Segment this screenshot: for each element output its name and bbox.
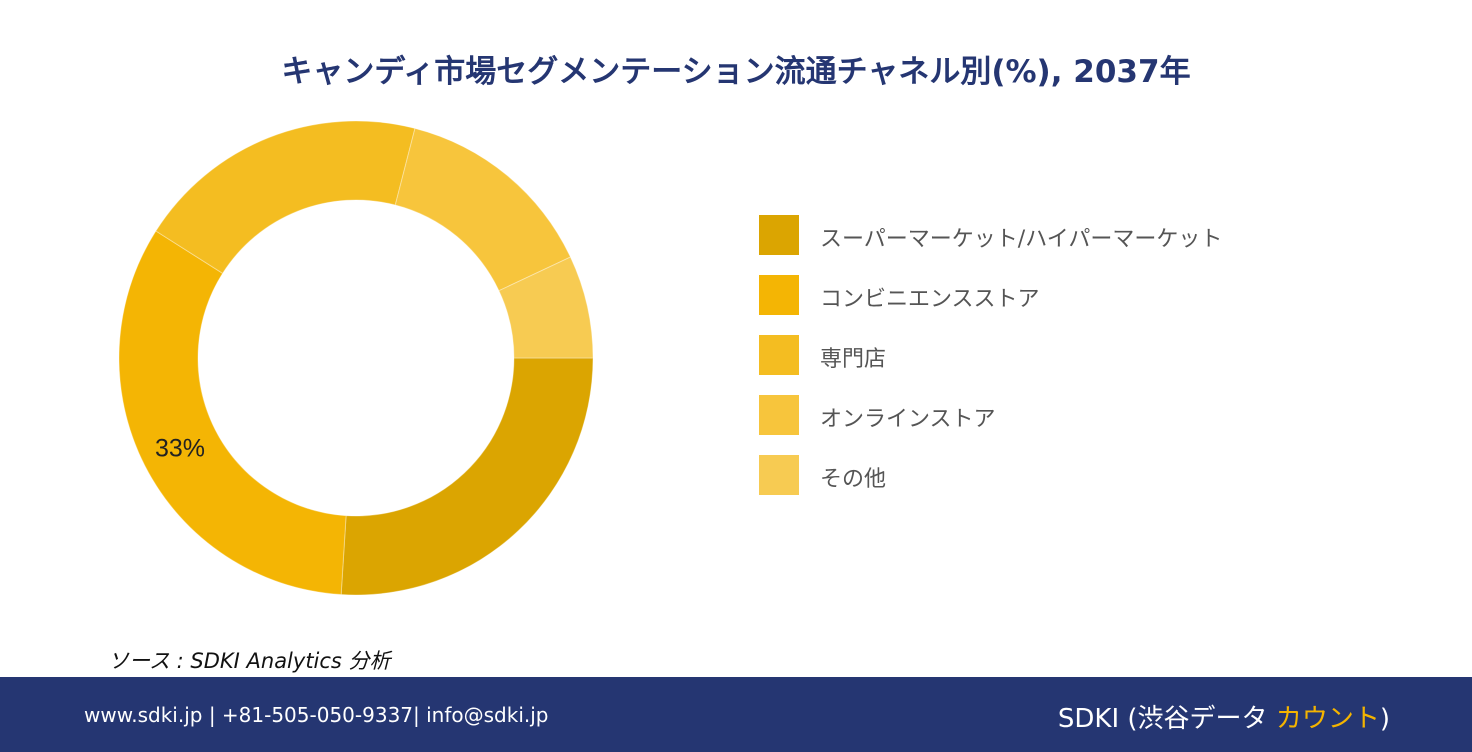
legend-swatch bbox=[759, 335, 799, 375]
legend-label: その他 bbox=[820, 467, 887, 492]
slice-data-label: 33% bbox=[155, 435, 205, 463]
legend-label: スーパーマーケット/ハイパーマーケット bbox=[820, 227, 1223, 252]
slice-other bbox=[498, 256, 594, 359]
slice-convenience bbox=[118, 230, 347, 596]
legend-swatch bbox=[759, 455, 799, 495]
chart-title: キャンディ市場セグメンテーション流通チャネル別(%), 2037年 bbox=[281, 54, 1191, 90]
brand-accent: カウント bbox=[1275, 704, 1380, 734]
slice-specialty bbox=[155, 120, 416, 275]
brand-prefix: SDKI (渋谷データ bbox=[1057, 704, 1276, 734]
legend-swatch bbox=[759, 215, 799, 255]
donut-chart: 33% bbox=[118, 120, 594, 596]
legend-label: オンラインストア bbox=[820, 407, 996, 432]
legend-label: コンビニエンスストア bbox=[820, 287, 1040, 312]
legend-swatch bbox=[759, 275, 799, 315]
legend-swatch bbox=[759, 395, 799, 435]
slice-supermarket bbox=[340, 357, 594, 596]
footer-bar: www.sdki.jp | +81-505-050-9337| info@sdk… bbox=[0, 677, 1472, 752]
source-note: ソース : SDKI Analytics 分析 bbox=[108, 649, 391, 673]
footer-brand-logo: SDKI (渋谷データ カウント) bbox=[1058, 698, 1390, 735]
brand-suffix: ) bbox=[1379, 704, 1390, 734]
slice-online bbox=[394, 127, 572, 292]
footer-contact[interactable]: www.sdki.jp | +81-505-050-9337| info@sdk… bbox=[84, 703, 549, 727]
legend-label: 専門店 bbox=[820, 347, 887, 372]
